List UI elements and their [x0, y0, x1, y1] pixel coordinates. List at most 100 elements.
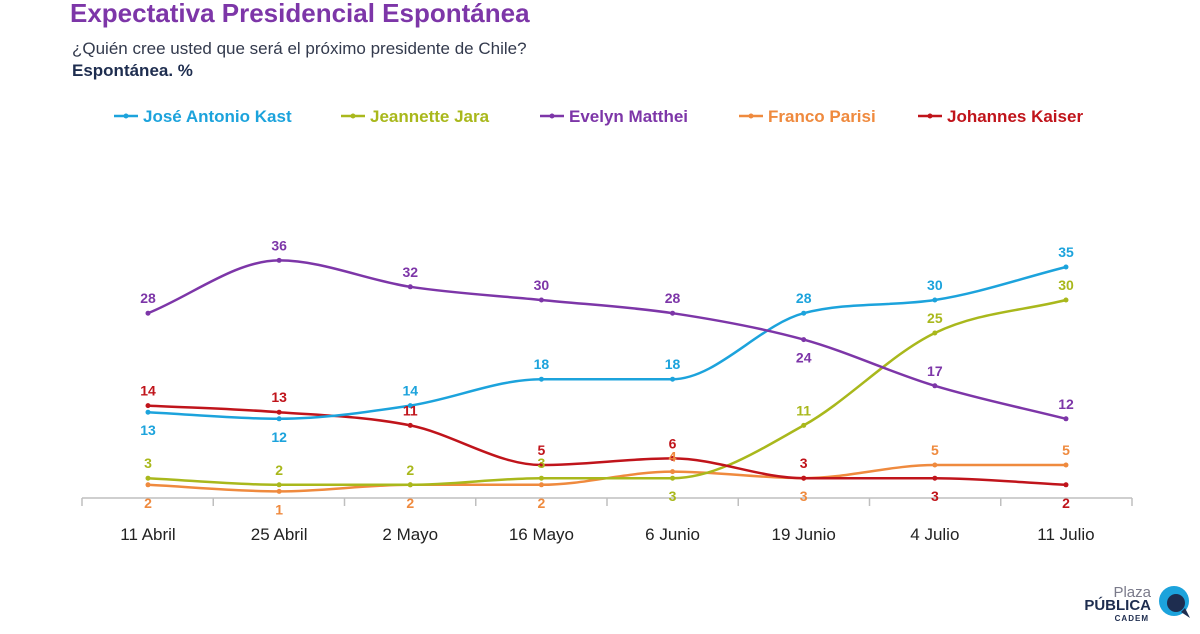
data-point [801, 422, 807, 428]
data-label: 2 [144, 495, 152, 511]
data-label: 30 [534, 277, 550, 293]
legend-label: Franco Parisi [768, 107, 876, 126]
legend-label: José Antonio Kast [143, 107, 292, 126]
legend-item-franco-parisi: Franco Parisi [739, 107, 876, 126]
data-label: 24 [796, 350, 812, 366]
plaza-publica-cadem-logo: Plaza PÚBLICA CADEM [1080, 582, 1195, 627]
data-label: 36 [271, 237, 287, 253]
data-point [801, 337, 807, 343]
data-point [407, 482, 413, 488]
legend-label: Evelyn Matthei [569, 107, 688, 126]
chart-subtitle: ¿Quién cree usted que será el próximo pr… [72, 39, 527, 58]
data-label: 6 [669, 435, 677, 451]
x-tick-label: 16 Mayo [509, 525, 574, 544]
data-point [145, 310, 151, 316]
data-label: 2 [1062, 495, 1070, 511]
data-label: 2 [406, 495, 414, 511]
data-label: 35 [1058, 244, 1074, 260]
data-label: 3 [144, 455, 152, 471]
x-tick-label: 11 Abril [120, 525, 175, 544]
data-point [932, 330, 938, 336]
data-point [276, 488, 282, 494]
x-tick-label: 6 Junio [645, 525, 700, 544]
series-line [146, 259, 1068, 421]
data-label: 3 [538, 455, 546, 471]
x-tick-label: 19 Junio [772, 525, 836, 544]
series-johannes-kaiser [145, 403, 1069, 488]
data-label: 13 [140, 422, 156, 438]
data-point [538, 462, 544, 468]
data-label: 32 [402, 264, 418, 280]
logo-line-3: CADEM [1114, 614, 1149, 623]
data-point [538, 475, 544, 481]
data-point [670, 310, 676, 316]
data-label: 13 [271, 389, 287, 405]
legend-item-johannes-kaiser: Johannes Kaiser [918, 107, 1083, 126]
data-point [407, 284, 413, 290]
data-label: 14 [140, 383, 156, 399]
data-point [276, 409, 282, 415]
data-point [670, 475, 676, 481]
data-label: 5 [931, 442, 939, 458]
data-point [801, 475, 807, 481]
data-label: 12 [271, 429, 287, 445]
data-point [538, 297, 544, 303]
data-label: 5 [1062, 442, 1070, 458]
data-point [670, 376, 676, 382]
data-label: 2 [275, 462, 283, 478]
data-label: 25 [927, 310, 943, 326]
data-label: 3 [800, 455, 808, 471]
x-tick-label: 4 Julio [910, 525, 959, 544]
logo-line-2: PÚBLICA [1084, 597, 1151, 614]
legend-label: Johannes Kaiser [947, 107, 1083, 126]
data-point [145, 403, 151, 409]
data-point [670, 455, 676, 461]
series-evelyn-matthei [145, 257, 1069, 422]
data-point [1063, 462, 1069, 468]
legend-label: Jeannette Jara [370, 107, 490, 126]
x-tick-label: 25 Abril [251, 525, 308, 544]
x-axis: 11 Abril 25 Abril 2 Mayo 16 Mayo 6 Junio 19 J… [81, 497, 1133, 544]
data-point [932, 462, 938, 468]
legend-marker [549, 113, 555, 119]
data-label: 2 [406, 462, 414, 478]
data-point [932, 475, 938, 481]
data-point [145, 475, 151, 481]
x-tick-label: 2 Mayo [382, 525, 438, 544]
data-label: 5 [538, 442, 546, 458]
data-point [276, 416, 282, 422]
data-label: 3 [669, 488, 677, 504]
speech-bubble-icon [1159, 586, 1190, 618]
data-label: 2 [538, 495, 546, 511]
data-point [1063, 416, 1069, 422]
series-line [146, 404, 1068, 487]
data-point [145, 409, 151, 415]
x-tick-label: 11 Julio [1037, 525, 1094, 544]
data-label: 30 [927, 277, 943, 293]
legend-item-jose-antonio-kast: José Antonio Kast [114, 107, 292, 126]
series-lines [145, 257, 1069, 494]
chart-legend: José Antonio Kast Jeannette Jara Evelyn Ma… [114, 107, 1083, 126]
data-label: 3 [800, 488, 808, 504]
data-point [932, 297, 938, 303]
data-label: 1 [275, 501, 283, 517]
legend-marker [350, 113, 356, 119]
data-label: 12 [1058, 396, 1074, 412]
data-point [145, 482, 151, 488]
series-line [146, 265, 1068, 421]
data-point [670, 469, 676, 475]
data-point [538, 376, 544, 382]
series-jeannette-jara [145, 297, 1069, 488]
data-label: 11 [403, 402, 418, 418]
data-point [276, 482, 282, 488]
data-point [1063, 482, 1069, 488]
logo-line-1: Plaza [1113, 584, 1151, 601]
chart-title: Expectativa Presidencial Espontánea [70, 0, 530, 28]
legend-item-evelyn-matthei: Evelyn Matthei [540, 107, 688, 126]
data-label: 3 [931, 488, 939, 504]
data-point [276, 257, 282, 263]
data-point [1063, 297, 1069, 303]
data-point [932, 383, 938, 389]
chart-unit-label: Espontánea. % [72, 61, 193, 80]
